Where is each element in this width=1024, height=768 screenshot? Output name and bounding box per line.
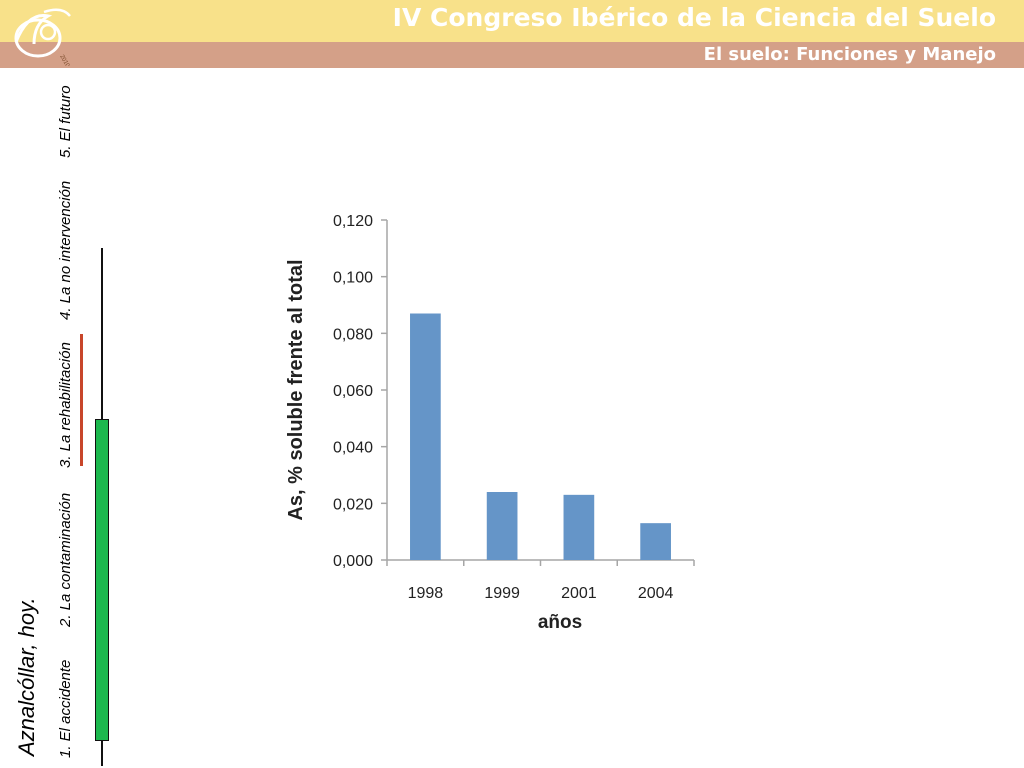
nav-item-no-intervencion[interactable]: 4. La no intervención	[57, 180, 74, 320]
bar-2004	[640, 523, 671, 560]
y-tick-label: 0,000	[333, 553, 373, 570]
y-tick-label: 0,020	[333, 496, 373, 513]
bar-2001	[563, 494, 595, 560]
y-tick-label: 0,040	[333, 440, 373, 457]
nav-item-accidente[interactable]: 1. El accidente	[57, 659, 74, 758]
bars	[410, 313, 671, 560]
y-axis: 0,000 0,020 0,040 0,060 0,080 0,100 0,120	[333, 213, 388, 570]
header-top-band	[0, 0, 1024, 42]
section-title: Aznalcóllar, hoy.	[14, 597, 39, 756]
bar-1999	[486, 492, 518, 560]
nav-item-contaminacion[interactable]: 2. La contaminación	[57, 492, 74, 627]
x-axis-label: años	[538, 612, 582, 633]
page-title: IV Congreso Ibérico de la Ciencia del Su…	[392, 3, 996, 32]
congress-logo-icon: 2010	[14, 8, 71, 66]
x-axis: 1998 1999 2001 2004	[386, 559, 695, 602]
bar-chart: 0,000 0,020 0,040 0,060 0,080 0,100 0,120 1998…	[285, 213, 695, 633]
x-tick-label: 1998	[408, 585, 444, 602]
y-axis-label: As, % soluble frente al total	[285, 259, 307, 520]
page-subtitle: El suelo: Funciones y Manejo	[703, 44, 996, 65]
logo-year: 2010	[58, 54, 70, 66]
header-bottom-band	[0, 42, 1024, 68]
y-tick-label: 0,100	[333, 270, 373, 287]
x-tick-label: 2001	[561, 585, 597, 602]
nav-item-rehabilitacion[interactable]: 3. La rehabilitación	[57, 342, 74, 468]
x-tick-label: 1999	[484, 585, 520, 602]
active-section-marker	[80, 334, 83, 466]
bar-1998	[410, 313, 441, 560]
progress-indicator	[95, 419, 109, 741]
y-tick-label: 0,120	[333, 213, 373, 230]
y-tick-label: 0,060	[333, 383, 373, 400]
x-tick-label: 2004	[638, 585, 674, 602]
nav-item-futuro[interactable]: 5. El futuro	[57, 85, 74, 158]
y-tick-label: 0,080	[333, 326, 373, 343]
